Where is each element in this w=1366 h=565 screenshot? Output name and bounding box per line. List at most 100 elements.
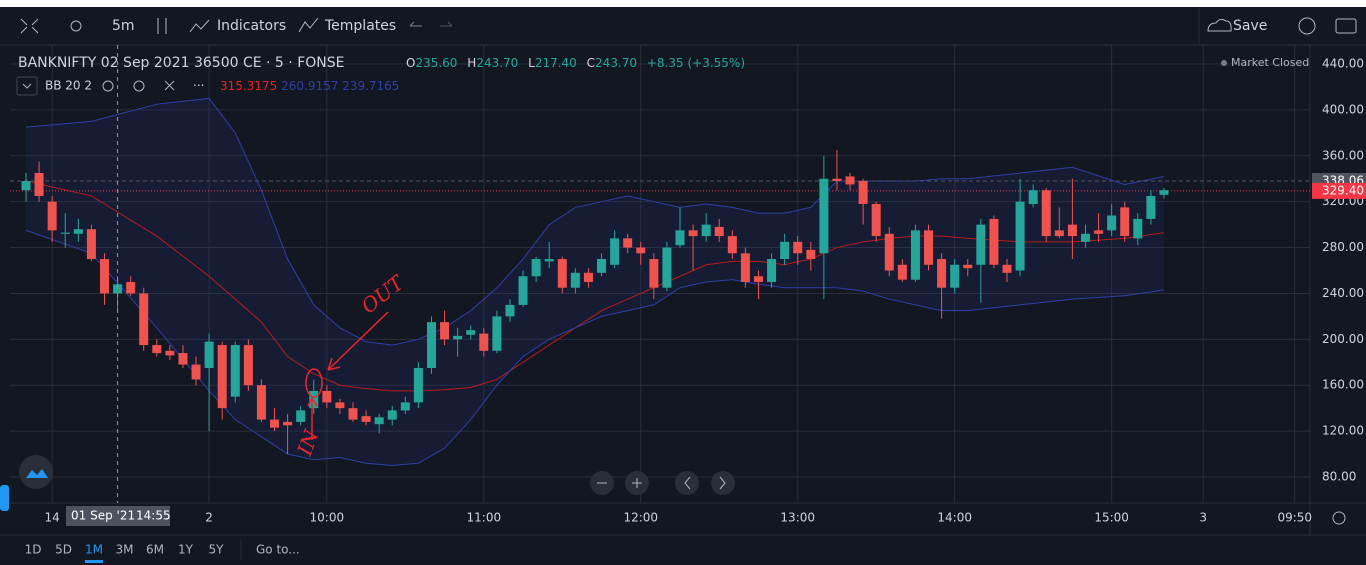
y-tick-label: 440.00 <box>1322 57 1364 71</box>
templates-icon[interactable] <box>298 17 319 33</box>
visibility-icon[interactable] <box>102 80 114 92</box>
candle-body <box>793 241 803 254</box>
candle-body <box>937 259 947 288</box>
x-tick-label: 15:00 <box>1094 511 1129 525</box>
candle-body <box>73 229 83 234</box>
candle-body <box>714 226 724 237</box>
candle-body <box>531 259 541 277</box>
scroll-right[interactable] <box>711 471 735 495</box>
candle-body <box>636 247 646 254</box>
top-strip <box>0 0 1366 7</box>
symbol-title: BANKNIFTY 02 Sep 2021 36500 CE · 5 · FON… <box>18 55 344 71</box>
range-button[interactable]: 1M <box>85 543 103 557</box>
fullscreen-icon[interactable] <box>20 18 39 34</box>
y-tick-label: 360.00 <box>1322 148 1364 162</box>
theme-icon[interactable] <box>70 20 82 32</box>
scroll-left-icon <box>684 476 691 490</box>
candle-body <box>610 238 620 265</box>
candle-body <box>597 259 607 273</box>
undo-icon[interactable] <box>409 21 422 27</box>
collapse-button[interactable] <box>16 76 38 96</box>
indicator-value: 260.9157 <box>281 79 338 93</box>
candle-body <box>963 264 973 269</box>
side-toggle[interactable] <box>0 485 9 511</box>
indicators-button[interactable]: Indicators <box>217 18 286 34</box>
candle-body <box>557 259 567 288</box>
candle-body <box>753 276 763 282</box>
candle-body <box>1080 233 1090 242</box>
candle-body <box>505 304 515 317</box>
snapshot-icon[interactable] <box>1335 18 1357 34</box>
ohlc-value: 217.40 <box>535 56 577 70</box>
candle-body <box>47 201 57 231</box>
y-tick-label: 240.00 <box>1322 286 1364 300</box>
candle-body <box>387 410 397 420</box>
more-icon[interactable]: ··· <box>193 79 204 93</box>
interval-button[interactable]: 5m <box>112 18 135 34</box>
market-status: Market Closed <box>1231 56 1309 69</box>
candle-body <box>1067 224 1077 237</box>
templates-button[interactable]: Templates <box>324 18 396 34</box>
candle-body <box>243 345 253 386</box>
candle-body <box>1054 230 1064 237</box>
save-button[interactable]: Save <box>1233 18 1267 34</box>
ohlc-key: H <box>467 56 476 70</box>
candle-body <box>832 178 842 182</box>
y-tick-label: 80.00 <box>1322 469 1356 483</box>
ohlc-legend: O235.60 H243.70 L217.40 C243.70 +8.35 (+… <box>406 56 745 70</box>
status-dot <box>1221 60 1227 66</box>
chart-type-icon[interactable] <box>157 18 167 34</box>
candle-body <box>60 232 70 234</box>
y-tick-label: 120.00 <box>1322 424 1364 438</box>
candle-body <box>99 259 109 294</box>
range-button[interactable]: 5D <box>55 543 72 557</box>
axis-settings[interactable] <box>1332 511 1346 525</box>
candle-body <box>675 230 685 246</box>
candle-body <box>374 417 384 425</box>
goto-button[interactable]: Go to... <box>256 543 300 557</box>
scroll-right-icon <box>719 476 726 490</box>
candle-body <box>204 341 214 368</box>
remove-icon[interactable] <box>164 80 175 91</box>
ohlc-value: 243.70 <box>476 56 518 70</box>
candle-body <box>34 173 44 196</box>
candle-body <box>413 367 423 403</box>
candle-body <box>858 181 868 204</box>
candle-body <box>139 293 149 346</box>
x-tick-label: 09:50 <box>1277 511 1312 525</box>
range-button[interactable]: 1D <box>25 543 42 557</box>
range-button[interactable]: 1Y <box>178 543 194 557</box>
logo-button[interactable] <box>19 455 53 489</box>
ohlc-key: L <box>528 56 535 70</box>
indicator-value: 315.3175 <box>220 79 277 93</box>
candle-body <box>479 333 489 351</box>
candle-body <box>191 364 201 380</box>
candle-body <box>950 264 960 288</box>
range-button[interactable]: 5Y <box>209 543 225 557</box>
crosshair-time: 14:55 <box>136 509 171 523</box>
candle-body <box>296 410 306 422</box>
x-tick-label: 10:00 <box>310 511 345 525</box>
cloud-icon[interactable] <box>1207 18 1232 32</box>
candle-body <box>884 233 894 271</box>
candle-body <box>21 181 31 191</box>
candle-body <box>976 224 986 265</box>
indicators-icon[interactable] <box>189 19 210 33</box>
indicator-name: BB 20 2 <box>45 79 92 93</box>
range-button[interactable]: 6M <box>146 543 164 557</box>
candle-body <box>570 272 580 288</box>
candle-body <box>583 272 593 282</box>
settings-icon[interactable] <box>1298 17 1316 35</box>
redo-icon[interactable] <box>440 21 453 27</box>
indicator-settings-icon[interactable] <box>133 80 145 92</box>
candle-body <box>518 276 528 305</box>
toolbar: 5m Indicators Templates Save <box>0 8 1366 46</box>
range-button[interactable]: 3M <box>116 543 134 557</box>
band-fill <box>26 98 1164 466</box>
candle-body <box>767 259 777 282</box>
candle-body <box>178 353 188 365</box>
candle-body <box>819 178 829 254</box>
candle-body <box>1002 264 1012 273</box>
scroll-left[interactable] <box>675 471 699 495</box>
